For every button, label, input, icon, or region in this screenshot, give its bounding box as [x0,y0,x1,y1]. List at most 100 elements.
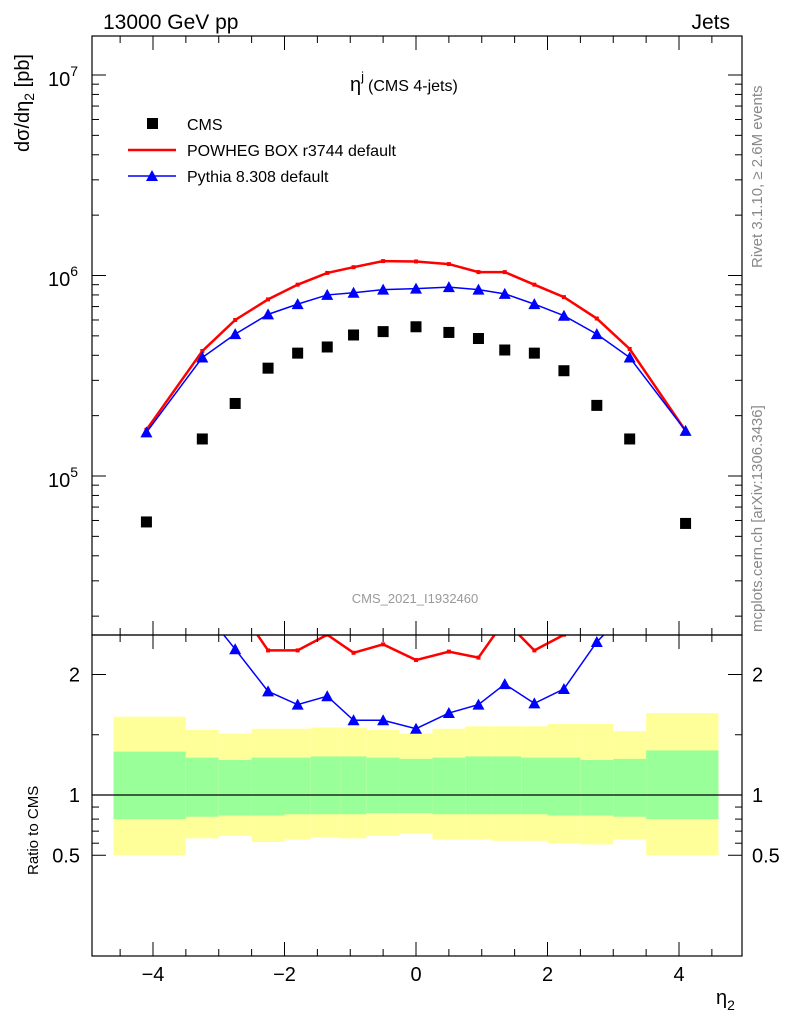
ratio-plot: 0.5 0.5 1 1 2 2 −4 −2 0 2 4 Ratio to CMS η2 [25,560,780,1013]
uncertainty-band-inner [251,757,285,816]
plot-title: ηj(CMS 4-jets) [350,69,458,96]
header-right: Jets [691,11,730,34]
x-tick-label: −2 [273,964,296,986]
uncertainty-band-inner [218,760,252,816]
ratio-point-powheg [144,564,148,568]
uncertainty-band-inner [185,757,219,817]
data-point-pythia [321,288,334,300]
ratio-point-pythia [291,698,304,710]
uncertainty-band-inner [646,750,719,820]
ratio-marks [92,560,742,856]
main-ticks [92,36,742,635]
uncertainty-band-inner [366,757,400,814]
ratio-point-pythia [196,602,208,613]
ratio-point-pythia [442,707,455,719]
data-point-pythia [498,287,511,299]
data-point-pythia [347,286,360,298]
ratio-point-pythia [410,722,422,734]
uncertainty-band-inner [580,760,614,816]
data-point-cms [140,516,152,528]
x-tick-label: −4 [142,964,165,986]
rivet-label: Rivet 3.1.10, ≥ 2.6M events [749,86,766,269]
ratio-point-powheg [503,618,507,622]
main-marks [140,259,692,529]
ratio-point-pythia [262,685,275,697]
ratio-point-powheg [684,564,688,568]
ratio-y-tick-label-left: 0.5 [52,845,80,867]
data-point-cms [624,433,636,445]
uncertainty-band-inner [340,756,367,815]
data-point-pythia [196,351,209,363]
ratio-y-tick-label-left: 2 [69,665,80,687]
uncertainty-band-inner [613,758,647,817]
data-point-pythia [377,283,390,295]
data-point-cms [262,362,274,374]
data-point-cms [229,397,241,409]
ratio-point-powheg [200,582,204,586]
uncertainty-band-inner [284,757,311,815]
ratio-point-powheg [532,648,537,653]
data-point-powheg [266,297,271,302]
y-axis-label: dσ/dη2 [pb] [12,54,37,152]
data-point-powheg [594,316,599,321]
ratio-point-powheg [233,600,237,604]
data-point-cms [528,347,540,359]
ratio-point-pythia [624,602,636,613]
data-point-powheg [476,270,481,275]
ratio-point-pythia [321,690,334,702]
x-tick-label: 0 [410,964,421,986]
ratio-point-powheg [561,635,566,637]
x-tick-label: 4 [673,964,684,986]
ratio-point-pythia [590,635,603,647]
data-point-cms [292,347,304,359]
legend-marker-pythia [146,170,158,181]
legend-label-powheg: POWHEG BOX r3744 default [187,143,397,160]
data-point-pythia [229,328,242,340]
mcplots-label: mcplots.cern.ch [arXiv:1306.3436] [749,405,766,632]
data-point-cms [377,326,389,338]
data-point-cms [472,333,484,345]
data-point-powheg [233,317,238,322]
y-tick-label-1e7: 107 [48,63,78,91]
ratio-point-powheg [266,648,271,653]
data-point-pythia [140,426,153,438]
ratio-point-pythia [680,560,692,571]
data-point-pythia [557,309,570,321]
ratio-point-pythia [557,682,570,694]
data-point-cms [196,433,208,445]
uncertainty-band-inner [521,757,548,815]
data-point-cms [321,341,333,353]
data-point-powheg [446,262,451,267]
uncertainty-band-inner [491,756,522,815]
data-point-pythia [472,283,485,295]
x-axis-label: η2 [716,987,735,1013]
uncertainty-band-inner [310,756,341,815]
data-point-cms [410,321,422,333]
data-point-pythia [623,351,636,363]
ratio-y-tick-label-right: 2 [752,665,763,687]
uncertainty-band-inner [465,756,492,815]
ratio-y-tick-label-right: 1 [752,785,763,807]
data-point-pythia [442,281,455,293]
series-line-pythia [145,286,687,433]
ratio-point-powheg [414,658,418,663]
y-tick-label-1e5: 105 [48,464,78,492]
ratio-point-powheg [351,650,356,655]
data-point-powheg [532,282,537,287]
ratio-point-pythia [528,697,541,709]
data-point-powheg [295,282,300,287]
legend: CMS POWHEG BOX r3744 default Pythia 8.30… [128,117,397,186]
ratio-y-axis-label: Ratio to CMS [25,786,42,875]
ratio-point-pythia [229,643,242,655]
ratio-point-powheg [628,576,632,580]
y-tick-label-1e6: 106 [48,263,78,291]
data-point-powheg [200,349,205,354]
ratio-point-pythia [377,714,390,726]
ratio-ticks: 0.5 0.5 1 1 2 2 −4 −2 0 2 4 [52,635,780,986]
data-point-powheg [414,259,418,264]
data-point-powheg [502,270,507,275]
ratio-point-powheg [595,588,599,592]
x-tick-label: 2 [542,964,553,986]
header-left: 13000 GeV pp [103,11,238,34]
